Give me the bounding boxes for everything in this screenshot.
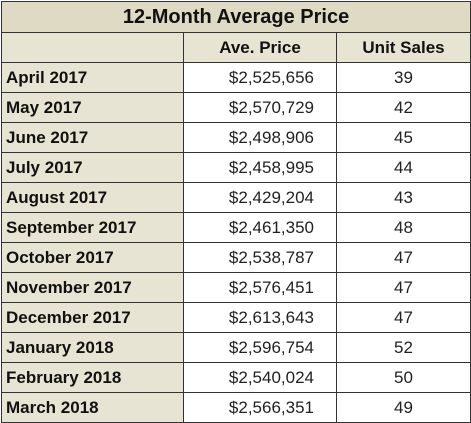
column-header-ave-price: Ave. Price: [183, 32, 337, 63]
price-cell: $2,613,643: [183, 302, 337, 333]
sales-cell: 49: [335, 392, 471, 423]
sales-cell: 45: [335, 122, 471, 153]
sales-cell: 42: [335, 92, 471, 123]
table-row: January 2018 $2,596,754 52: [1, 332, 471, 363]
sales-cell: 43: [335, 182, 471, 213]
table-row: August 2017 $2,429,204 43: [1, 182, 471, 213]
price-cell: $2,429,204: [183, 182, 337, 213]
price-cell: $2,538,787: [183, 242, 337, 273]
table-row: July 2017 $2,458,995 44: [1, 152, 471, 183]
table-row: September 2017 $2,461,350 48: [1, 212, 471, 243]
sales-cell: 47: [335, 272, 471, 303]
month-cell: July 2017: [1, 152, 184, 183]
sales-cell: 48: [335, 212, 471, 243]
month-cell: January 2018: [1, 332, 184, 363]
price-cell: $2,566,351: [183, 392, 337, 423]
month-cell: August 2017: [1, 182, 184, 213]
price-cell: $2,576,451: [183, 272, 337, 303]
price-cell: $2,570,729: [183, 92, 337, 123]
price-cell: $2,458,995: [183, 152, 337, 183]
sales-cell: 47: [335, 302, 471, 333]
table-row: December 2017 $2,613,643 47: [1, 302, 471, 333]
month-cell: May 2017: [1, 92, 184, 123]
price-cell: $2,461,350: [183, 212, 337, 243]
month-cell: December 2017: [1, 302, 184, 333]
table-row: June 2017 $2,498,906 45: [1, 122, 471, 153]
price-cell: $2,596,754: [183, 332, 337, 363]
month-cell: March 2018: [1, 392, 184, 423]
table-title: 12-Month Average Price: [0, 1, 471, 33]
month-cell: February 2018: [1, 362, 184, 393]
month-cell: October 2017: [1, 242, 184, 273]
column-header-month: [1, 32, 184, 63]
sales-cell: 52: [335, 332, 471, 363]
month-cell: June 2017: [1, 122, 184, 153]
table-row: March 2018 $2,566,351 49: [1, 392, 471, 423]
title-row: 12-Month Average Price: [0, 1, 471, 33]
table-row: April 2017 $2,525,656 39: [1, 62, 471, 93]
price-cell: $2,525,656: [183, 62, 337, 93]
sales-cell: 47: [335, 242, 471, 273]
table-row: February 2018 $2,540,024 50: [1, 362, 471, 393]
price-cell: $2,540,024: [183, 362, 337, 393]
sales-cell: 50: [335, 362, 471, 393]
table-row: May 2017 $2,570,729 42: [1, 92, 471, 123]
price-cell: $2,498,906: [183, 122, 337, 153]
month-cell: April 2017: [1, 62, 184, 93]
column-header-unit-sales: Unit Sales: [335, 32, 471, 63]
sales-cell: 44: [335, 152, 471, 183]
month-cell: September 2017: [1, 212, 184, 243]
column-header-row: Ave. Price Unit Sales: [1, 32, 471, 63]
table-row: November 2017 $2,576,451 47: [1, 272, 471, 303]
table-row: October 2017 $2,538,787 47: [1, 242, 471, 273]
month-cell: November 2017: [1, 272, 184, 303]
sales-cell: 39: [335, 62, 471, 93]
